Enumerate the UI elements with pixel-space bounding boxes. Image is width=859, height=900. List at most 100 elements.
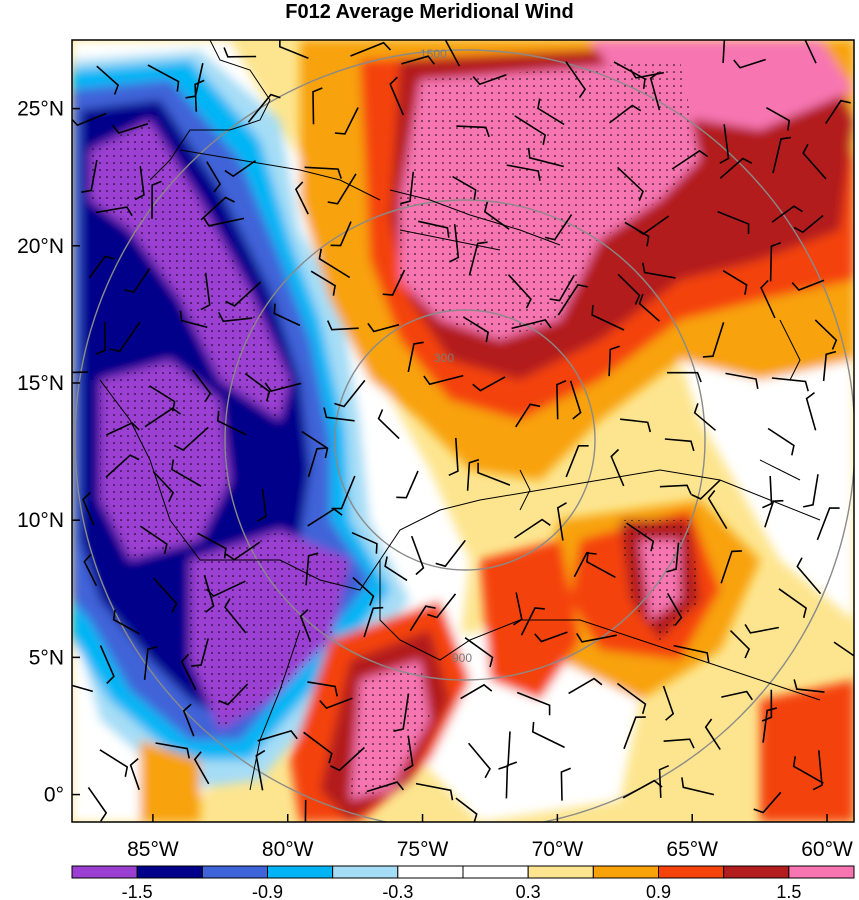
wind-barb — [319, 697, 353, 710]
wind-barb — [623, 716, 646, 750]
wind-barb — [307, 681, 338, 697]
wind-barb — [244, 372, 271, 402]
wind-barb — [472, 376, 506, 392]
wind-barb — [363, 606, 384, 638]
lon-tick-label: 85°W — [127, 838, 179, 861]
wind-barb — [202, 216, 245, 227]
wind-barb — [704, 718, 721, 751]
wind-barb — [515, 403, 541, 428]
wind-barb — [622, 779, 663, 799]
wind-barb — [721, 690, 753, 701]
wind-barb — [427, 593, 457, 619]
wind-barb — [143, 645, 158, 680]
wind-barb — [760, 280, 776, 319]
wind-barb — [771, 377, 809, 392]
wind-barb — [334, 107, 359, 135]
wind-barb — [825, 99, 851, 125]
wind-barb — [377, 409, 400, 440]
wind-barb — [435, 539, 466, 568]
wind-barbs — [72, 40, 854, 822]
wind-barb — [833, 641, 854, 657]
latitude-axis: 0° 5°N 10°N 15°N 20°N 25°N — [17, 98, 80, 807]
wind-barb — [531, 721, 565, 749]
wind-barb — [191, 369, 212, 403]
wind-barb — [81, 159, 98, 193]
wind-barb — [264, 382, 302, 393]
wind-barb — [659, 484, 692, 495]
wind-barb — [218, 683, 249, 706]
wind-barb — [803, 474, 819, 508]
wind-barb — [671, 149, 709, 170]
wind-barb — [299, 608, 312, 642]
wind-barb — [733, 58, 766, 69]
wind-barb — [255, 749, 266, 791]
wind-barb — [312, 87, 323, 125]
wind-barb — [537, 98, 565, 126]
colorbar-swatch — [71, 865, 138, 879]
range-ring-300 — [334, 309, 596, 571]
wind-barb — [152, 470, 175, 502]
wind-barb — [452, 175, 477, 200]
wind-barb — [527, 147, 564, 168]
wind-barb — [609, 104, 642, 124]
wind-barb — [753, 791, 782, 814]
wind-barb — [95, 321, 106, 355]
wind-barb — [812, 750, 823, 791]
wind-barb — [666, 593, 683, 626]
wind-barb — [557, 284, 588, 316]
colorbar-label: -0.9 — [252, 882, 283, 900]
wind-barb — [223, 47, 257, 58]
wind-barb — [725, 372, 759, 389]
wind-barb — [719, 157, 753, 179]
wind-barb — [318, 248, 351, 279]
wind-barb — [182, 703, 195, 737]
wind-barb — [802, 143, 827, 180]
wind-barb — [472, 73, 507, 86]
lon-tick-label: 60°W — [801, 838, 853, 861]
wind-barb — [410, 535, 425, 576]
colorbar-swatch — [397, 865, 464, 879]
colorbar-swatch — [136, 865, 203, 879]
wind-barb — [330, 746, 365, 772]
colorbar-swatch — [592, 865, 659, 879]
wind-barb — [87, 786, 108, 822]
wind-barb — [403, 735, 414, 772]
colorbar-swatch — [267, 865, 334, 879]
wind-barb — [366, 781, 405, 793]
wind-barb — [608, 345, 620, 377]
wind-barb — [702, 322, 725, 358]
colorbar-label: 0.9 — [646, 882, 671, 900]
wind-barb — [307, 447, 328, 478]
wind-barb — [641, 262, 676, 279]
wind-barb — [384, 556, 408, 582]
wind-barb — [576, 632, 617, 643]
range-ring-labels: 300 900 1500 — [420, 47, 472, 665]
wind-barb — [203, 574, 215, 613]
wind-barb — [144, 407, 182, 428]
ring-label-1500: 1500 — [420, 47, 447, 61]
ring-label-300: 300 — [434, 351, 454, 365]
lat-tick-label: 10°N — [17, 509, 64, 532]
wind-barb — [505, 761, 518, 799]
colorbar-swatch — [201, 865, 268, 879]
colorbar-swatch — [527, 865, 594, 879]
lat-tick-label: 20°N — [17, 235, 64, 258]
colorbar-label: -0.3 — [382, 882, 413, 900]
wind-barb — [717, 210, 750, 235]
wind-barb — [88, 255, 116, 279]
wind-barb — [307, 508, 343, 527]
wind-barb — [111, 123, 149, 134]
wind-barb — [303, 731, 333, 764]
wind-barb — [793, 679, 825, 693]
wind-barb — [400, 171, 415, 205]
colorbar-swatch — [723, 865, 790, 879]
lat-tick-label: 25°N — [17, 98, 64, 121]
range-ring-1500 — [74, 49, 854, 822]
wind-barb — [462, 316, 489, 343]
wind-barb — [568, 677, 603, 695]
wind-barb — [744, 623, 779, 634]
wind-barb — [638, 293, 660, 322]
wind-barb — [814, 319, 838, 350]
wind-barb — [449, 224, 460, 263]
